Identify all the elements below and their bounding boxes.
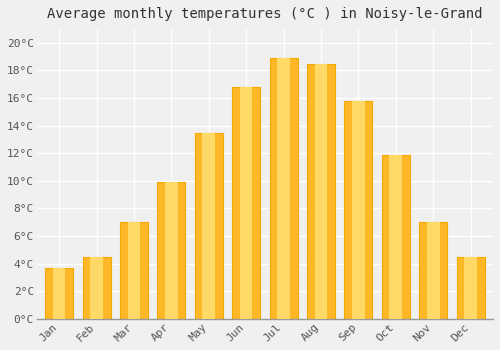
- Bar: [344, 101, 372, 319]
- Title: Average monthly temperatures (°C ) in Noisy-le-Grand: Average monthly temperatures (°C ) in No…: [47, 7, 482, 21]
- Bar: [45, 268, 73, 319]
- Bar: [232, 87, 260, 319]
- Bar: [240, 87, 252, 319]
- Bar: [120, 222, 148, 319]
- Bar: [202, 133, 215, 319]
- Bar: [427, 222, 440, 319]
- Bar: [352, 101, 364, 319]
- Bar: [195, 133, 223, 319]
- Bar: [128, 222, 140, 319]
- Bar: [464, 257, 477, 319]
- Bar: [270, 58, 297, 319]
- Bar: [390, 155, 402, 319]
- Bar: [382, 155, 410, 319]
- Bar: [307, 64, 335, 319]
- Bar: [90, 257, 103, 319]
- Bar: [82, 257, 110, 319]
- Bar: [53, 268, 66, 319]
- Bar: [165, 182, 177, 319]
- Bar: [158, 182, 186, 319]
- Bar: [419, 222, 447, 319]
- Bar: [278, 58, 290, 319]
- Bar: [456, 257, 484, 319]
- Bar: [314, 64, 328, 319]
